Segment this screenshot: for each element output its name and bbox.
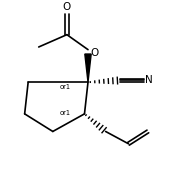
Text: or1: or1 [60,84,71,90]
Text: or1: or1 [60,110,71,116]
Polygon shape [85,54,91,82]
Text: O: O [63,2,71,12]
Text: O: O [90,48,98,58]
Text: N: N [145,75,153,85]
